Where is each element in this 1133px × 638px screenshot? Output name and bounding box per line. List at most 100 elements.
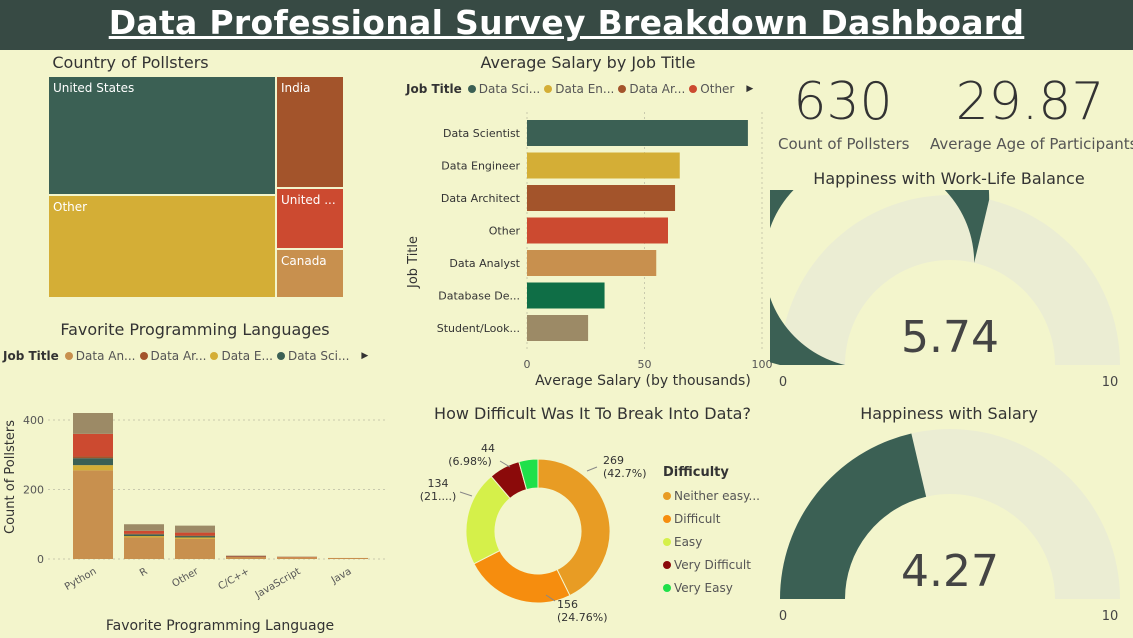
gauge-max-label: 10 (1102, 375, 1119, 390)
legend-item[interactable]: Data Ar... (618, 82, 685, 96)
stacked-bar-segment[interactable] (73, 470, 113, 559)
salary-gauge-title: Happiness with Salary (860, 404, 1038, 423)
legend-item[interactable]: Data An... (64, 349, 136, 363)
stacked-bar-segment[interactable] (175, 537, 215, 539)
stacked-bar-segment[interactable] (175, 535, 215, 537)
legend-label: Very Easy (674, 580, 733, 595)
average-age-label: Average Age of Participants (930, 135, 1133, 153)
worklife-gauge[interactable]: 5.74 0 10 (770, 190, 1130, 390)
stacked-bar-segment[interactable] (175, 525, 215, 533)
stacked-bar-segment[interactable] (73, 458, 113, 466)
legend-title: Job Title (3, 349, 59, 363)
stacked-bar-segment[interactable] (124, 534, 164, 537)
y-tick-label: Data Scientist (443, 127, 521, 140)
salary-bar[interactable] (527, 315, 589, 341)
worklife-gauge-title: Happiness with Work-Life Balance (813, 169, 1085, 188)
legend-item[interactable]: Data Ar... (139, 349, 207, 363)
legend-item[interactable]: Very Difficult (663, 553, 773, 576)
country-treemap[interactable]: United States India Other United ... Can… (48, 76, 344, 298)
donut-chart-title: How Difficult Was It To Break Into Data? (434, 404, 751, 423)
legend-label: Data E... (221, 349, 273, 363)
legend-next-arrow-icon[interactable]: ▶ (361, 351, 369, 361)
stacked-bar-segment[interactable] (73, 456, 113, 459)
slice-percent-label: (24.76%) (557, 611, 608, 624)
x-axis-label: Favorite Programming Language (106, 618, 334, 634)
stacked-bar-segment[interactable] (175, 538, 215, 559)
salary-bar[interactable] (527, 217, 668, 244)
stacked-bar-segment[interactable] (277, 557, 317, 559)
salary-bar[interactable] (527, 152, 680, 179)
treemap-tile-india[interactable]: India (276, 76, 344, 188)
stacked-bar-segment[interactable] (226, 555, 266, 557)
donut-slice[interactable] (473, 549, 571, 604)
legend-dot (64, 352, 73, 360)
legend-label: Data Sci... (287, 349, 350, 363)
legend-dot (663, 560, 671, 569)
treemap-tile-united-kingdom[interactable]: United ... (276, 188, 344, 249)
stacked-bar-segment[interactable] (124, 530, 164, 534)
gauge-track (780, 195, 1120, 365)
legend-dot (663, 537, 671, 546)
legend-item[interactable]: Very Easy (663, 576, 773, 599)
slice-count-label: 269 (603, 454, 624, 467)
legend-item[interactable]: Data En... (544, 82, 614, 96)
y-tick-label: Data Architect (441, 192, 521, 205)
stacked-bar-segment[interactable] (124, 537, 164, 559)
legend-item[interactable]: Data Sci... (276, 349, 350, 363)
stacked-bar-segment[interactable] (124, 536, 164, 538)
salary-bar[interactable] (527, 120, 748, 146)
stacked-bar-segment[interactable] (124, 533, 164, 535)
stacked-bar-segment[interactable] (328, 557, 368, 559)
stacked-bar-segment[interactable] (73, 413, 113, 434)
legend-label: Data Sci... (478, 82, 541, 96)
languages-chart-title: Favorite Programming Languages (60, 320, 330, 339)
treemap-tile-canada[interactable]: Canada (276, 249, 344, 298)
donut-legend: Difficulty Neither easy... Difficult Eas… (663, 465, 773, 599)
difficulty-donut-chart[interactable]: 269 (42.7%) 156 (24.76%) 134 (21....) 44… (400, 425, 770, 635)
legend-item[interactable]: Other (689, 82, 734, 96)
legend-item[interactable]: Difficult (663, 507, 773, 530)
legend-dot (544, 85, 553, 93)
donut-slice[interactable] (537, 458, 611, 597)
treemap-tile-other[interactable]: Other (48, 195, 276, 298)
x-tick-label: Other (170, 566, 201, 590)
languages-chart-legend: Job Title Data An... Data Ar... Data E..… (3, 349, 368, 363)
salary-bar[interactable] (527, 250, 657, 276)
salary-chart-legend: Job Title Data Sci... Data En... Data Ar… (406, 82, 753, 96)
stacked-bar-segment[interactable] (175, 532, 215, 536)
salary-chart-title: Average Salary by Job Title (480, 53, 696, 72)
count-pollsters-label: Count of Pollsters (778, 135, 910, 153)
y-axis-label: Job Title (406, 236, 421, 289)
salary-bar[interactable] (527, 282, 605, 309)
y-tick-label: Student/Look... (437, 322, 520, 335)
leader-line (545, 594, 556, 602)
x-axis-label: Average Salary (by thousands) (535, 373, 751, 389)
treemap-tile-united-states[interactable]: United States (48, 76, 276, 195)
legend-label: Easy (674, 534, 703, 549)
y-axis-label: Count of Pollsters (3, 420, 18, 534)
salary-bar[interactable] (527, 185, 676, 211)
stacked-bar-segment[interactable] (175, 536, 215, 538)
legend-dot (467, 85, 476, 93)
legend-label: Data Ar... (629, 82, 686, 96)
leader-line (586, 466, 598, 472)
stacked-bar-segment[interactable] (124, 524, 164, 531)
stacked-bar-segment[interactable] (73, 433, 113, 457)
slice-count-label: 44 (481, 442, 495, 455)
salary-gauge[interactable]: 4.27 0 10 (770, 424, 1130, 624)
legend-label: Difficult (674, 511, 721, 526)
y-tick-label: 0 (37, 553, 44, 566)
donut-slice[interactable] (518, 458, 539, 491)
legend-item[interactable]: Data Sci... (467, 82, 541, 96)
languages-stacked-bar-chart[interactable]: Count of Pollsters Favorite Programming … (0, 395, 400, 638)
stacked-bar-segment[interactable] (73, 465, 113, 471)
legend-item[interactable]: Easy (663, 530, 773, 553)
legend-next-arrow-icon[interactable]: ▶ (746, 84, 754, 94)
legend-label: Data Ar... (150, 349, 207, 363)
legend-item[interactable]: Data E... (210, 349, 273, 363)
salary-bar-chart[interactable]: Job Title Average Salary (by thousands) … (400, 100, 780, 390)
tile-label: United States (53, 81, 135, 95)
stacked-bar-segment[interactable] (226, 556, 266, 559)
gauge-value: 4.27 (901, 546, 999, 597)
legend-item[interactable]: Neither easy... (663, 484, 773, 507)
